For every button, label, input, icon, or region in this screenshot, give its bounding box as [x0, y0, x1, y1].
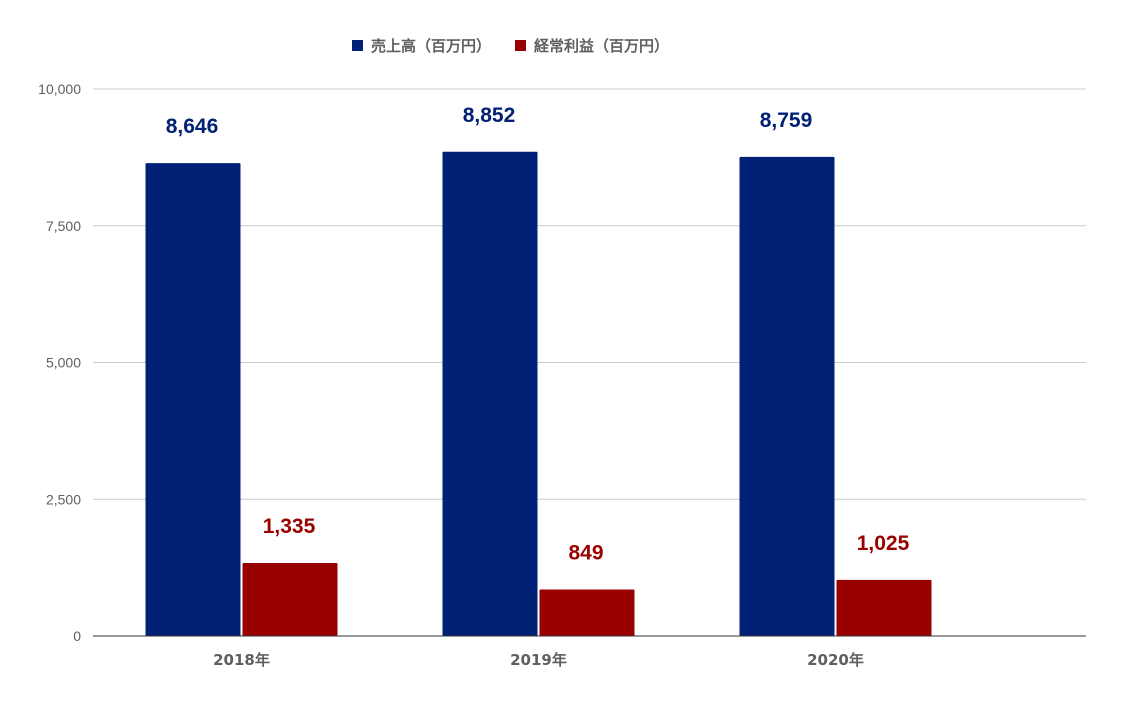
data-label: 8,646: [166, 115, 219, 138]
legend: 売上高（百万円） 経常利益（百万円）: [352, 37, 669, 55]
bars: [145, 151, 932, 637]
y-axis: 0 2,500 5,000 7,500 10,000: [38, 81, 81, 644]
x-tick-label: 2018年: [213, 651, 270, 669]
data-label: 8,759: [760, 109, 813, 132]
data-label: 849: [568, 542, 603, 565]
y-tick-label: 10,000: [38, 81, 81, 97]
legend-swatch: [515, 40, 526, 51]
legend-swatch: [352, 40, 363, 51]
data-label: 1,335: [263, 515, 316, 538]
bar-ordinary-profit: [242, 562, 338, 636]
bar-ordinary-profit: [539, 589, 635, 636]
y-tick-label: 2,500: [46, 491, 81, 507]
bar-sales: [739, 156, 835, 637]
data-labels: 8,646 1,335 8,852 849 8,759 1,025: [166, 104, 910, 565]
y-tick-label: 7,500: [46, 218, 81, 234]
x-tick-label: 2020年: [807, 651, 864, 669]
legend-label: 売上高（百万円）: [371, 37, 491, 55]
bar-sales: [442, 151, 538, 636]
y-tick-label: 0: [73, 628, 81, 644]
x-tick-label: 2019年: [510, 651, 567, 669]
data-label: 1,025: [857, 532, 910, 555]
x-axis: 2018年 2019年 2020年: [93, 635, 1086, 669]
legend-label: 経常利益（百万円）: [534, 37, 669, 55]
bar-sales: [145, 163, 241, 637]
bar-ordinary-profit: [836, 579, 932, 636]
gridlines: [93, 88, 1086, 500]
data-label: 8,852: [463, 104, 516, 127]
y-tick-label: 5,000: [46, 355, 81, 371]
